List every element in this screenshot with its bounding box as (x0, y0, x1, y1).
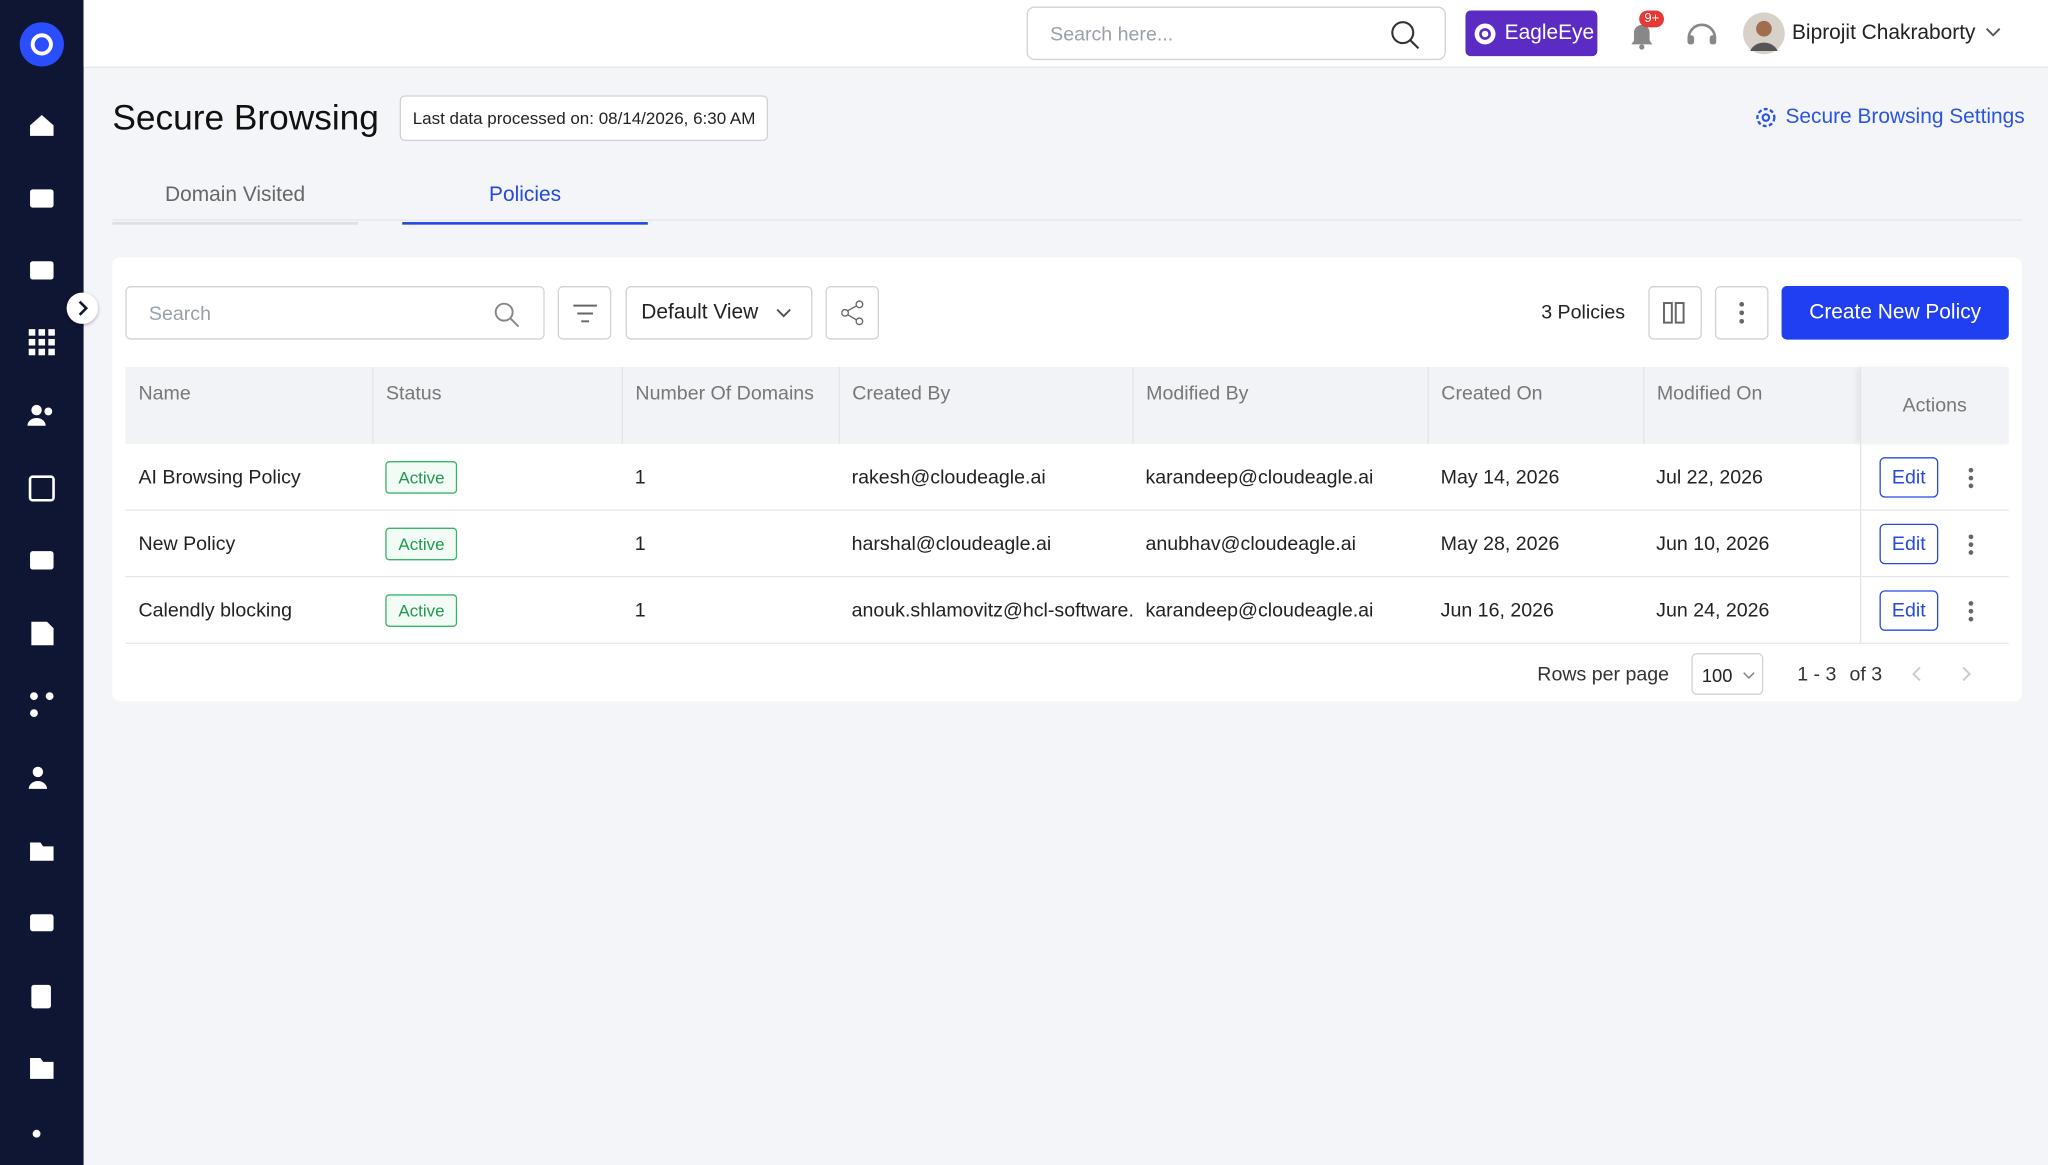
tab-active[interactable]: Policies (402, 174, 648, 225)
table-cell: karandeep@cloudeagle.ai (1132, 576, 1428, 644)
table-cell: AI Browsing Policy (125, 444, 373, 511)
column-header: Name (125, 367, 373, 445)
table-cell: Calendly blocking (125, 576, 373, 644)
last-processed: Last data processed on: 08/14/2026, 6:30… (399, 95, 769, 142)
table-cell: New Policy (125, 510, 373, 578)
table-cell: anouk.shlamovitz@hcl-software.com (838, 576, 1133, 644)
table-cell: Edit (1859, 444, 2009, 511)
edit-button[interactable]: Edit (1878, 456, 1939, 497)
range: 1 - 3 (1797, 663, 1837, 686)
policies-table: Name Status Number Of Domains Created By Mod… (125, 367, 2009, 644)
column-header: Modified On (1642, 367, 1860, 445)
table-row: AI Browsing Policy Active 1 rakesh@cloudeag… (125, 444, 2009, 511)
policy-count: 3 Policies (1541, 301, 1626, 324)
table-cell: Active (372, 510, 622, 578)
edit-button[interactable]: Edit (1878, 523, 1939, 564)
table-cell: 1 (621, 510, 839, 578)
view-select[interactable]: Default View (625, 286, 813, 340)
table-cell: Jun 10, 2026 (1643, 510, 1860, 578)
table-cell: Edit (1859, 510, 2009, 578)
notification-count: 9+ (1639, 10, 1665, 28)
filter-button[interactable] (557, 286, 612, 340)
user-name[interactable]: Biprojit Chakraborty (1791, 22, 1976, 45)
table-cell: rakesh@cloudeagle.ai (838, 444, 1133, 511)
table-cell: Edit (1859, 576, 2009, 644)
brand: EagleEye (1504, 22, 1595, 45)
tab[interactable]: Domain Visited (112, 174, 358, 225)
table-cell: anubhav@cloudeagle.ai (1132, 510, 1428, 578)
table-cell: karandeep@cloudeagle.ai (1132, 444, 1428, 511)
column-header: Modified By (1131, 367, 1428, 445)
table-wrap: Name Status Number Of Domains Created By Mod… (125, 367, 2009, 644)
status-badge: Active (385, 527, 458, 560)
table-cell: May 28, 2026 (1427, 510, 1644, 578)
edit-button[interactable]: Edit (1878, 589, 1939, 631)
brand-button[interactable]: EagleEye (1465, 10, 1598, 57)
settings-link[interactable]: Secure Browsing Settings (1785, 105, 2025, 128)
status-badge: Active (385, 460, 458, 494)
table-cell: Jul 22, 2026 (1643, 444, 1860, 511)
table-cell: May 14, 2026 (1427, 444, 1644, 511)
global-search[interactable]: Search here... (1026, 6, 1446, 61)
card: Search Default View 3 Policies Create Ne… (112, 257, 2022, 702)
table-cell: harshal@cloudeagle.ai (838, 510, 1133, 578)
table-cell: Jun 16, 2026 (1427, 576, 1644, 644)
status-badge: Active (385, 593, 458, 627)
column-header: Created By (837, 367, 1133, 445)
sidebar-toggle[interactable] (66, 292, 98, 324)
table-cell: Jun 24, 2026 (1643, 576, 1860, 644)
rows-per-page[interactable]: 100 (1691, 653, 1764, 695)
table-search[interactable]: Search (125, 286, 545, 340)
row-menu[interactable] (1939, 466, 1978, 488)
columns-button[interactable] (1648, 286, 1702, 340)
view: Default View (641, 301, 759, 324)
top-bar: Search here... EagleEye 9+ Biprojit Chak… (83, 0, 2048, 68)
search-placeholder: Search (148, 303, 211, 326)
rows-per-page-value: 100 (1701, 664, 1733, 686)
table-cell: Active (372, 444, 622, 511)
sidebar (0, 0, 84, 1165)
rows-per-page-label: Rows per page (1537, 663, 1670, 686)
table-cell: 1 (621, 444, 839, 511)
total: of 3 (1849, 663, 1883, 686)
page-title: Secure Browsing (112, 97, 379, 138)
column-header: Created On (1426, 367, 1644, 445)
table-row: Calendly blocking Active 1 anouk.shlamovitz… (125, 576, 2009, 644)
table-cell: Active (372, 576, 622, 644)
column-header: Number Of Domains (621, 367, 839, 445)
create-button[interactable]: Create New Policy (1781, 286, 2009, 340)
search-placeholder: Search here... (1050, 23, 1174, 46)
support[interactable] (1685, 18, 1719, 49)
bell[interactable] (1625, 18, 1659, 52)
share-button[interactable] (825, 286, 880, 340)
column-header: Status (371, 367, 622, 445)
column-header: Actions (1859, 367, 2009, 445)
row-menu[interactable] (1939, 599, 1978, 621)
table-row: New Policy Active 1 harshal@cloudeagle.ai an… (125, 510, 2009, 578)
table-cell: 1 (621, 576, 839, 644)
avatar[interactable] (1742, 12, 1785, 55)
sidebar-icons (19, 22, 64, 1138)
row-menu[interactable] (1939, 532, 1978, 555)
more-button[interactable] (1714, 286, 1769, 340)
